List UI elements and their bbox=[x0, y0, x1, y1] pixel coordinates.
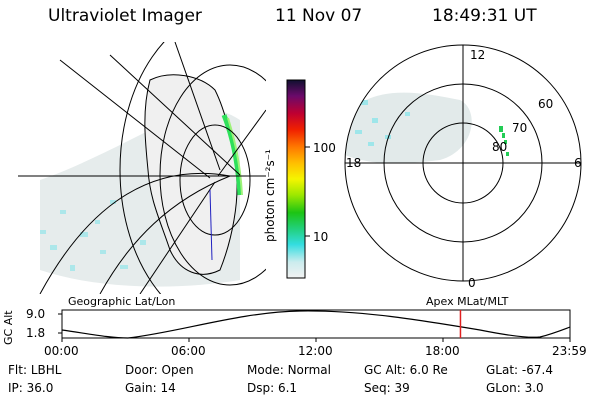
polar-ring-80: 80 bbox=[492, 140, 508, 154]
projection-right-label: Apex MLat/MLT bbox=[426, 295, 509, 308]
status-seq: Seq: 39 bbox=[364, 381, 410, 395]
image-time: 18:49:31 UT bbox=[432, 6, 537, 26]
colorbar-unit-label: photon cm⁻²s⁻¹ bbox=[263, 149, 277, 242]
projection-left-label: Geographic Lat/Lon bbox=[68, 295, 176, 308]
altitude-axis-label: GC Alt bbox=[2, 310, 15, 345]
altitude-tick-high: 9.0 bbox=[26, 307, 46, 321]
time-tick-3: 18:00 bbox=[425, 344, 460, 358]
status-glon: GLon: 3.0 bbox=[486, 381, 544, 395]
status-door: Door: Open bbox=[125, 363, 194, 377]
time-tick-0: 00:00 bbox=[44, 344, 79, 358]
time-tick-2: 12:00 bbox=[298, 344, 333, 358]
status-gain: Gain: 14 bbox=[125, 381, 176, 395]
polar-ring-60: 60 bbox=[538, 97, 554, 111]
polar-label-top: 12 bbox=[470, 48, 486, 62]
time-tick-4: 23:59 bbox=[552, 344, 587, 358]
polar-label-right: 6 bbox=[574, 156, 582, 170]
altitude-plot bbox=[58, 309, 571, 342]
status-mode: Mode: Normal bbox=[247, 363, 331, 377]
polar-label-left: 18 bbox=[346, 156, 362, 170]
status-dsp: Dsp: 6.1 bbox=[247, 381, 298, 395]
polar-plot bbox=[344, 44, 582, 282]
colorbar-tick-100: 100 bbox=[313, 141, 336, 155]
status-gc-alt: GC Alt: 6.0 Re bbox=[364, 363, 448, 377]
polar-label-bottom: 0 bbox=[468, 276, 476, 290]
polar-ring-70: 70 bbox=[512, 121, 528, 135]
time-tick-1: 06:00 bbox=[171, 344, 206, 358]
colorbar-tick-10: 10 bbox=[313, 230, 329, 244]
geographic-map bbox=[18, 42, 266, 294]
status-ip: IP: 36.0 bbox=[8, 381, 54, 395]
status-glat: GLat: -67.4 bbox=[486, 363, 553, 377]
instrument-title: Ultraviolet Imager bbox=[48, 6, 202, 26]
altitude-tick-low: 1.8 bbox=[26, 326, 46, 340]
colorbar bbox=[286, 79, 306, 279]
status-filter: Flt: LBHL bbox=[8, 363, 62, 377]
image-date: 11 Nov 07 bbox=[275, 6, 363, 26]
